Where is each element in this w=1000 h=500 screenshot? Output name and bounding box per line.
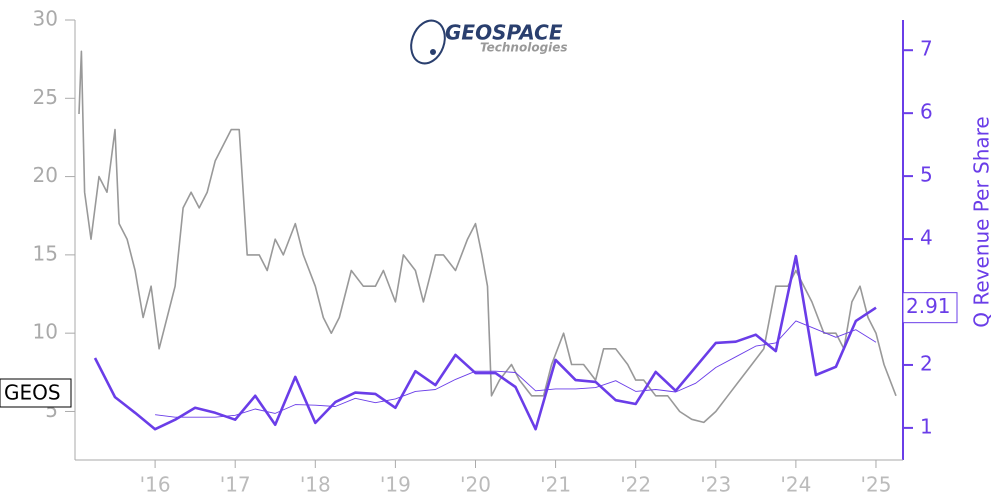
y2-tick-label: 2	[920, 351, 933, 375]
y2-tick-label: 6	[920, 100, 933, 124]
x-tick-label: '19	[380, 473, 411, 497]
last-value-box	[902, 292, 958, 324]
y-tick-label: 10	[33, 320, 58, 344]
y2-axis-label: Q Revenue Per Share	[970, 116, 994, 328]
x-tick-label: '24	[780, 473, 811, 497]
y-tick-label: 30	[33, 7, 58, 31]
y-tick-label: 15	[33, 241, 58, 265]
y2-tick-label: 5	[920, 163, 933, 187]
last-value-label: 2.91	[906, 294, 951, 318]
logo-dot	[430, 49, 436, 55]
x-tick-label: '25	[860, 473, 891, 497]
y2-tick-label: 1	[920, 414, 933, 438]
y2-tick-label: 4	[920, 226, 933, 250]
x-tick-label: '23	[700, 473, 731, 497]
y-tick-label: 25	[33, 85, 58, 109]
series-label-box	[0, 378, 72, 408]
series-line	[155, 320, 877, 418]
logo-ring	[410, 19, 446, 65]
logo: GEOSPACE Technologies	[410, 19, 568, 65]
x-tick-label: '18	[300, 473, 331, 497]
series-label: GEOS	[4, 381, 61, 405]
logo-subtitle: Technologies	[480, 41, 568, 55]
logo-title: GEOSPACE	[445, 21, 563, 45]
x-tick-label: '20	[460, 473, 491, 497]
x-tick-label: '22	[620, 473, 651, 497]
series-line	[78, 50, 897, 424]
y-tick-label: 20	[33, 163, 58, 187]
x-tick-label: '16	[140, 473, 171, 497]
x-tick-label: '17	[220, 473, 251, 497]
series-line	[93, 254, 877, 431]
y2-tick-label: 7	[920, 37, 933, 61]
x-tick-label: '21	[540, 473, 571, 497]
